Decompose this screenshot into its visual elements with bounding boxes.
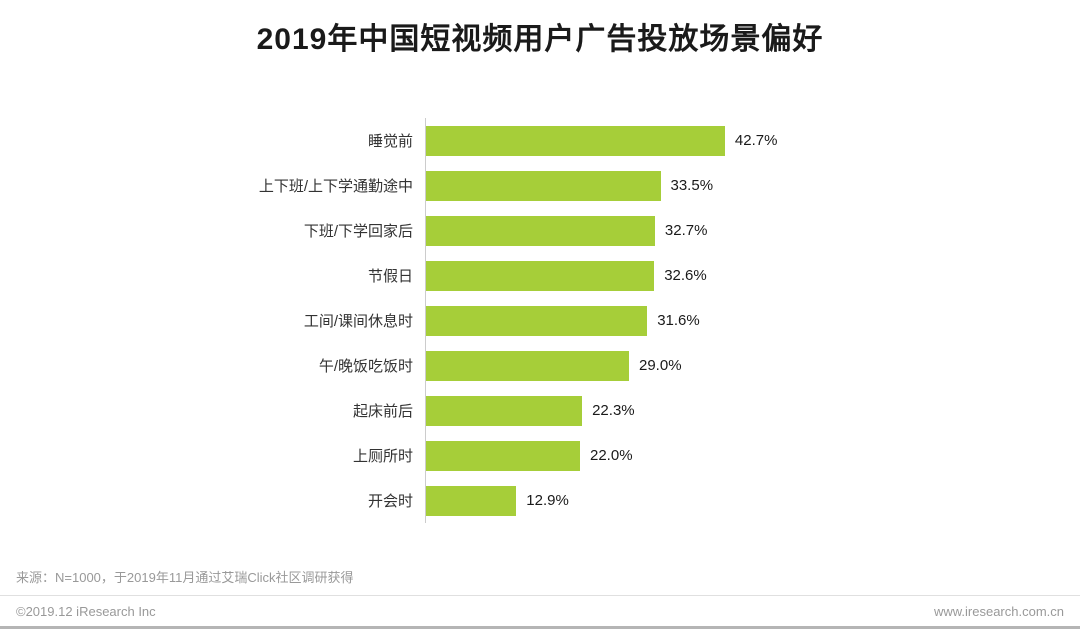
bar-area: 22.0% <box>425 433 1080 478</box>
bar <box>426 440 580 471</box>
bar-area: 31.6% <box>425 298 1080 343</box>
chart-title: 2019年中国短视频用户广告投放场景偏好 <box>256 23 824 56</box>
bar-area: 29.0% <box>425 343 1080 388</box>
bar-label: 节假日 <box>367 268 413 285</box>
bar-label: 开会时 <box>367 493 413 510</box>
bar-chart: 睡觉前 42.7% 上下班/上下学通勤途中 33.5% 下班/下学回家后 32.… <box>0 118 1080 523</box>
bar-row: 午/晚饭吃饭时 29.0% <box>0 343 1080 388</box>
bar-row: 下班/下学回家后 32.7% <box>0 208 1080 253</box>
bar-label: 起床前后 <box>352 403 413 420</box>
bar-area: 33.5% <box>425 163 1080 208</box>
bar-row: 工间/课间休息时 31.6% <box>0 298 1080 343</box>
bar-area: 12.9% <box>425 478 1080 523</box>
bar-label: 睡觉前 <box>367 133 413 150</box>
bar-area: 22.3% <box>425 388 1080 433</box>
bar-value: 32.7% <box>664 222 708 239</box>
website-link[interactable]: www.iresearch.com.cn <box>933 603 1064 619</box>
bar <box>426 350 629 381</box>
bar-row: 开会时 12.9% <box>0 478 1080 523</box>
bar <box>426 170 661 201</box>
bar-label: 下班/下学回家后 <box>303 223 413 240</box>
copyright-text: ©2019.12 iResearch Inc <box>16 603 156 619</box>
bar <box>426 125 725 156</box>
bar-row: 节假日 32.6% <box>0 253 1080 298</box>
bar-row: 睡觉前 42.7% <box>0 118 1080 163</box>
bar-label: 午/晚饭吃饭时 <box>318 358 413 375</box>
bar <box>426 260 655 291</box>
bar-label: 上下班/上下学通勤途中 <box>258 178 413 195</box>
bar <box>426 305 648 336</box>
bar-row: 上厕所时 22.0% <box>0 433 1080 478</box>
bar-value: 22.0% <box>590 447 633 464</box>
bar-area: 32.6% <box>425 253 1080 298</box>
bar-value: 12.9% <box>526 492 569 509</box>
source-note: 来源：N=1000，于2019年11月通过艾瑞Click社区调研获得 <box>16 570 354 585</box>
bar-label: 工间/课间休息时 <box>303 313 413 330</box>
bar-rows: 睡觉前 42.7% 上下班/上下学通勤途中 33.5% 下班/下学回家后 32.… <box>0 118 1080 523</box>
bar-value: 31.6% <box>657 312 700 329</box>
bar-value: 32.6% <box>664 267 707 284</box>
bar <box>426 485 517 516</box>
bar <box>426 395 583 426</box>
bar-row: 上下班/上下学通勤途中 33.5% <box>0 163 1080 208</box>
bar-value: 42.7% <box>734 132 778 149</box>
bar-area: 32.7% <box>425 208 1080 253</box>
bar-row: 起床前后 22.3% <box>0 388 1080 433</box>
bar <box>426 215 655 246</box>
bar-value: 29.0% <box>639 357 682 374</box>
bar-area: 42.7% <box>425 118 1080 163</box>
bar-label: 上厕所时 <box>352 448 413 465</box>
bar-value: 33.5% <box>670 177 714 194</box>
footer: ©2019.12 iResearch Inc www.iresearch.com… <box>0 595 1080 629</box>
bar-value: 22.3% <box>592 402 635 419</box>
